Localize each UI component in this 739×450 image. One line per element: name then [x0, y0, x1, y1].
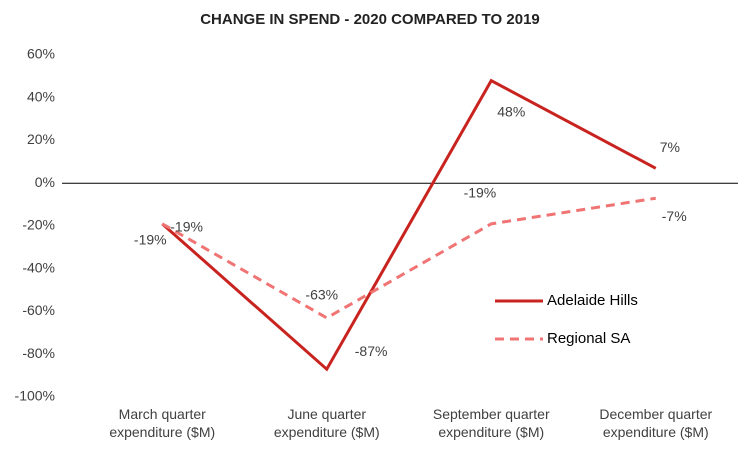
x-tick-label: December quarter expenditure ($M) [599, 406, 713, 440]
data-label: -63% [305, 287, 338, 303]
data-label: -87% [355, 343, 388, 359]
y-tick-label: -40% [22, 259, 55, 275]
y-tick-label: -100% [15, 388, 55, 404]
x-tick-label: September quarter expenditure ($M) [432, 406, 550, 440]
data-label: -19% [134, 232, 167, 248]
y-tick-label: 40% [27, 88, 55, 104]
x-tick-label: March quarter expenditure ($M) [109, 406, 216, 440]
y-tick-label: -20% [22, 217, 55, 233]
data-label: -7% [662, 208, 687, 224]
y-tick-label: -80% [22, 345, 55, 361]
data-label: -19% [464, 185, 497, 201]
data-label: -19% [170, 219, 203, 235]
y-tick-label: 20% [27, 131, 55, 147]
series-line [161, 196, 656, 320]
y-tick-label: 60% [27, 46, 55, 62]
y-tick-label: 0% [35, 174, 55, 190]
data-label: 7% [660, 139, 680, 155]
x-tick-label: June quarter expenditure ($M) [273, 406, 380, 440]
chart-title: CHANGE IN SPEND - 2020 COMPARED TO 2019 [200, 11, 540, 28]
data-label: 48% [497, 103, 525, 119]
y-tick-label: -60% [22, 302, 55, 318]
series-line [161, 78, 657, 372]
legend-label: Adelaide Hills [547, 292, 638, 309]
legend-label: Regional SA [547, 330, 630, 347]
